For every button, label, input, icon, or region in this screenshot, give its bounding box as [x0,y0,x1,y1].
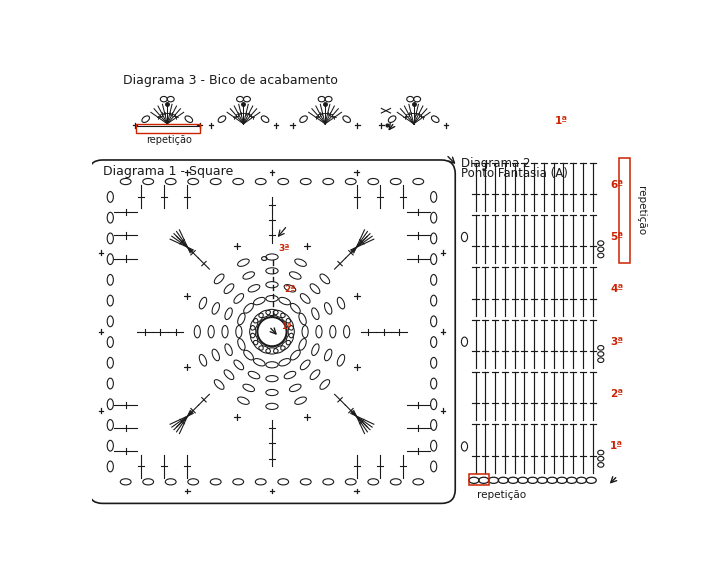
Text: 4ª: 4ª [610,285,624,294]
Bar [469,474,489,485]
Text: 5ª: 5ª [610,232,623,242]
Text: 3ª: 3ª [610,337,623,347]
Text: Diagrama 1 - Square: Diagrama 1 - Square [104,165,233,177]
Text: 2ª: 2ª [284,285,296,294]
Text: repetição: repetição [146,135,192,145]
Text: 6ª: 6ª [610,180,623,190]
Text: 3ª: 3ª [278,244,289,253]
Bar [135,124,200,133]
Text: repetição: repetição [477,490,526,499]
Text: Diagrama 2 -: Diagrama 2 - [462,157,539,170]
Text: 1ª: 1ª [282,323,292,331]
Bar [619,158,630,263]
Text: Diagrama 3 - Bico de acabamento: Diagrama 3 - Bico de acabamento [122,74,338,87]
Text: 1ª: 1ª [610,441,623,452]
Text: 1ª: 1ª [554,116,567,126]
Text: 2ª: 2ª [610,389,623,399]
Ellipse shape [257,317,287,346]
Text: repetição: repetição [636,186,646,236]
Text: Ponto Fantasia (A): Ponto Fantasia (A) [462,167,568,180]
